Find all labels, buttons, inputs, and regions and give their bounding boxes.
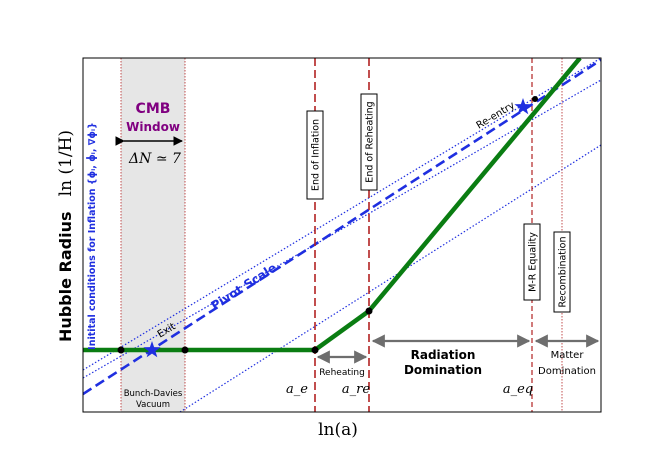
cmb-window-subtitle: Window [126,120,180,134]
y-axis-label-text: Hubble Radius [56,211,75,342]
recombination-box: Recombination [553,231,571,313]
cmb-window-title: CMB [136,101,171,117]
x-tick-a-re: a_re [342,382,370,397]
plot-frame [82,57,602,413]
mode-line-upper [83,58,601,371]
vacuum-label: Vacuum [136,400,170,410]
mode-line-middle [83,79,601,379]
exit-star-icon [143,341,161,358]
window-end-dot [181,346,189,354]
mr-equality-box: M-R Equality [523,223,541,301]
pivot-scale-label: Pivot Scale [209,260,280,312]
pivot-scale-line [83,58,601,396]
y-axis-label-math: ln (1/H) [56,130,76,196]
x-tick-a-e: a_e [286,382,308,397]
horizon-exit-dot [117,346,125,354]
reentry-dot [532,96,538,102]
mr-equality-label: M-R Equality [528,232,539,292]
end-of-reheating-label: End of Reheating [365,101,376,182]
x-tick-a-eq: a_eq [503,382,533,397]
end-reheating-dot [365,307,373,315]
hubble-radius-curve [83,58,582,353]
bunch-davies-label: Bunch-Davies [124,389,183,399]
matter-label: Matter [551,350,585,361]
recombination-label: Recombination [558,236,569,307]
reentry-label: Re-entry [475,100,517,131]
x-axis-label: ln(a) [318,420,358,440]
end-inflation-dot [311,346,319,354]
matter-domination-label: Domination [538,366,596,377]
reentry-star-icon [514,98,532,115]
delta-n-label: ΔN ≃ 7 [128,151,181,167]
radiation-domination-label: Domination [404,363,482,377]
reheating-label: Reheating [319,368,365,378]
mode-line-lower [179,144,601,412]
radiation-label: Radiation [411,348,476,362]
end-of-reheating-box: End of Reheating [360,93,378,191]
end-of-inflation-label: End of Inflation [311,119,322,191]
end-of-inflation-box: End of Inflation [306,110,324,200]
initial-conditions-label: Initital conditions for Inflation {ϕᵢ, ϕ… [85,122,98,350]
y-axis-label: Hubble Radius ln (1/H) [56,130,76,342]
